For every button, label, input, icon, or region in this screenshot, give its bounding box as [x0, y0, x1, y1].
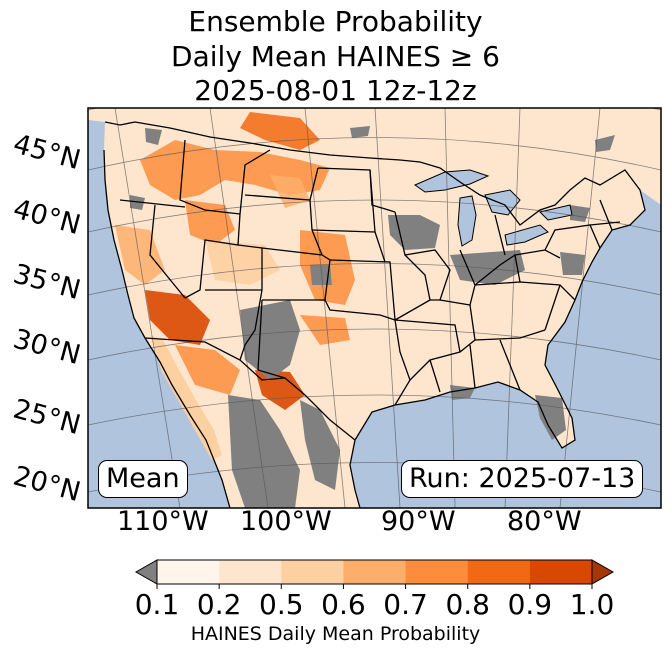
boundaries	[103, 121, 646, 508]
lon-label-90w: 90°W	[381, 506, 456, 537]
colorbar-bin-6	[529, 560, 593, 584]
colorbar-tick-label-3: 0.6	[321, 588, 366, 621]
canada-land	[88, 108, 661, 225]
baja-land	[150, 335, 222, 460]
colorbar-tick-label-4: 0.7	[383, 588, 428, 621]
colorbar-bin-1	[219, 560, 282, 584]
stat-mean-box: Mean	[98, 460, 188, 498]
colorbar-tick-label-5: 0.8	[445, 588, 490, 621]
great-lakes	[413, 169, 573, 247]
colorbar-bin-2	[281, 560, 344, 584]
lon-label-100w: 100°W	[240, 506, 332, 537]
colorbar	[134, 559, 615, 589]
colorbar-bin-0	[157, 560, 220, 584]
title-line-2: Daily Mean HAINES ≥ 6	[171, 40, 500, 73]
map-frame	[87, 107, 662, 509]
colorbar-label: HAINES Daily Mean Probability	[190, 623, 481, 645]
colorbar-bin-5	[467, 560, 531, 584]
colorbar-frame	[156, 559, 593, 585]
colorbar-tick-label-6: 0.9	[507, 588, 553, 621]
colorbar-over-extension	[591, 559, 615, 585]
colorbar-under-extension	[134, 559, 158, 585]
colorbar-tick-label-0: 0.1	[134, 588, 180, 621]
lon-label-110w: 110°W	[117, 506, 209, 537]
title-line-3: 2025-08-01 12z-12z	[194, 74, 477, 107]
colorbar-bin-4	[405, 560, 469, 584]
colorbar-tick-label-2: 0.5	[259, 588, 304, 621]
lon-label-80w: 80°W	[507, 506, 582, 537]
colorbar-tick-label-7: 1.0	[569, 588, 615, 621]
colorbar-tick-label-1: 0.2	[196, 588, 242, 621]
map-area	[88, 108, 661, 508]
colorbar-bin-3	[343, 560, 407, 584]
run-date-box: Run: 2025-07-13	[401, 460, 644, 498]
no-data-regions	[130, 126, 615, 508]
title-line-1: Ensemble Probability	[188, 5, 483, 38]
probability-fill	[115, 112, 355, 410]
